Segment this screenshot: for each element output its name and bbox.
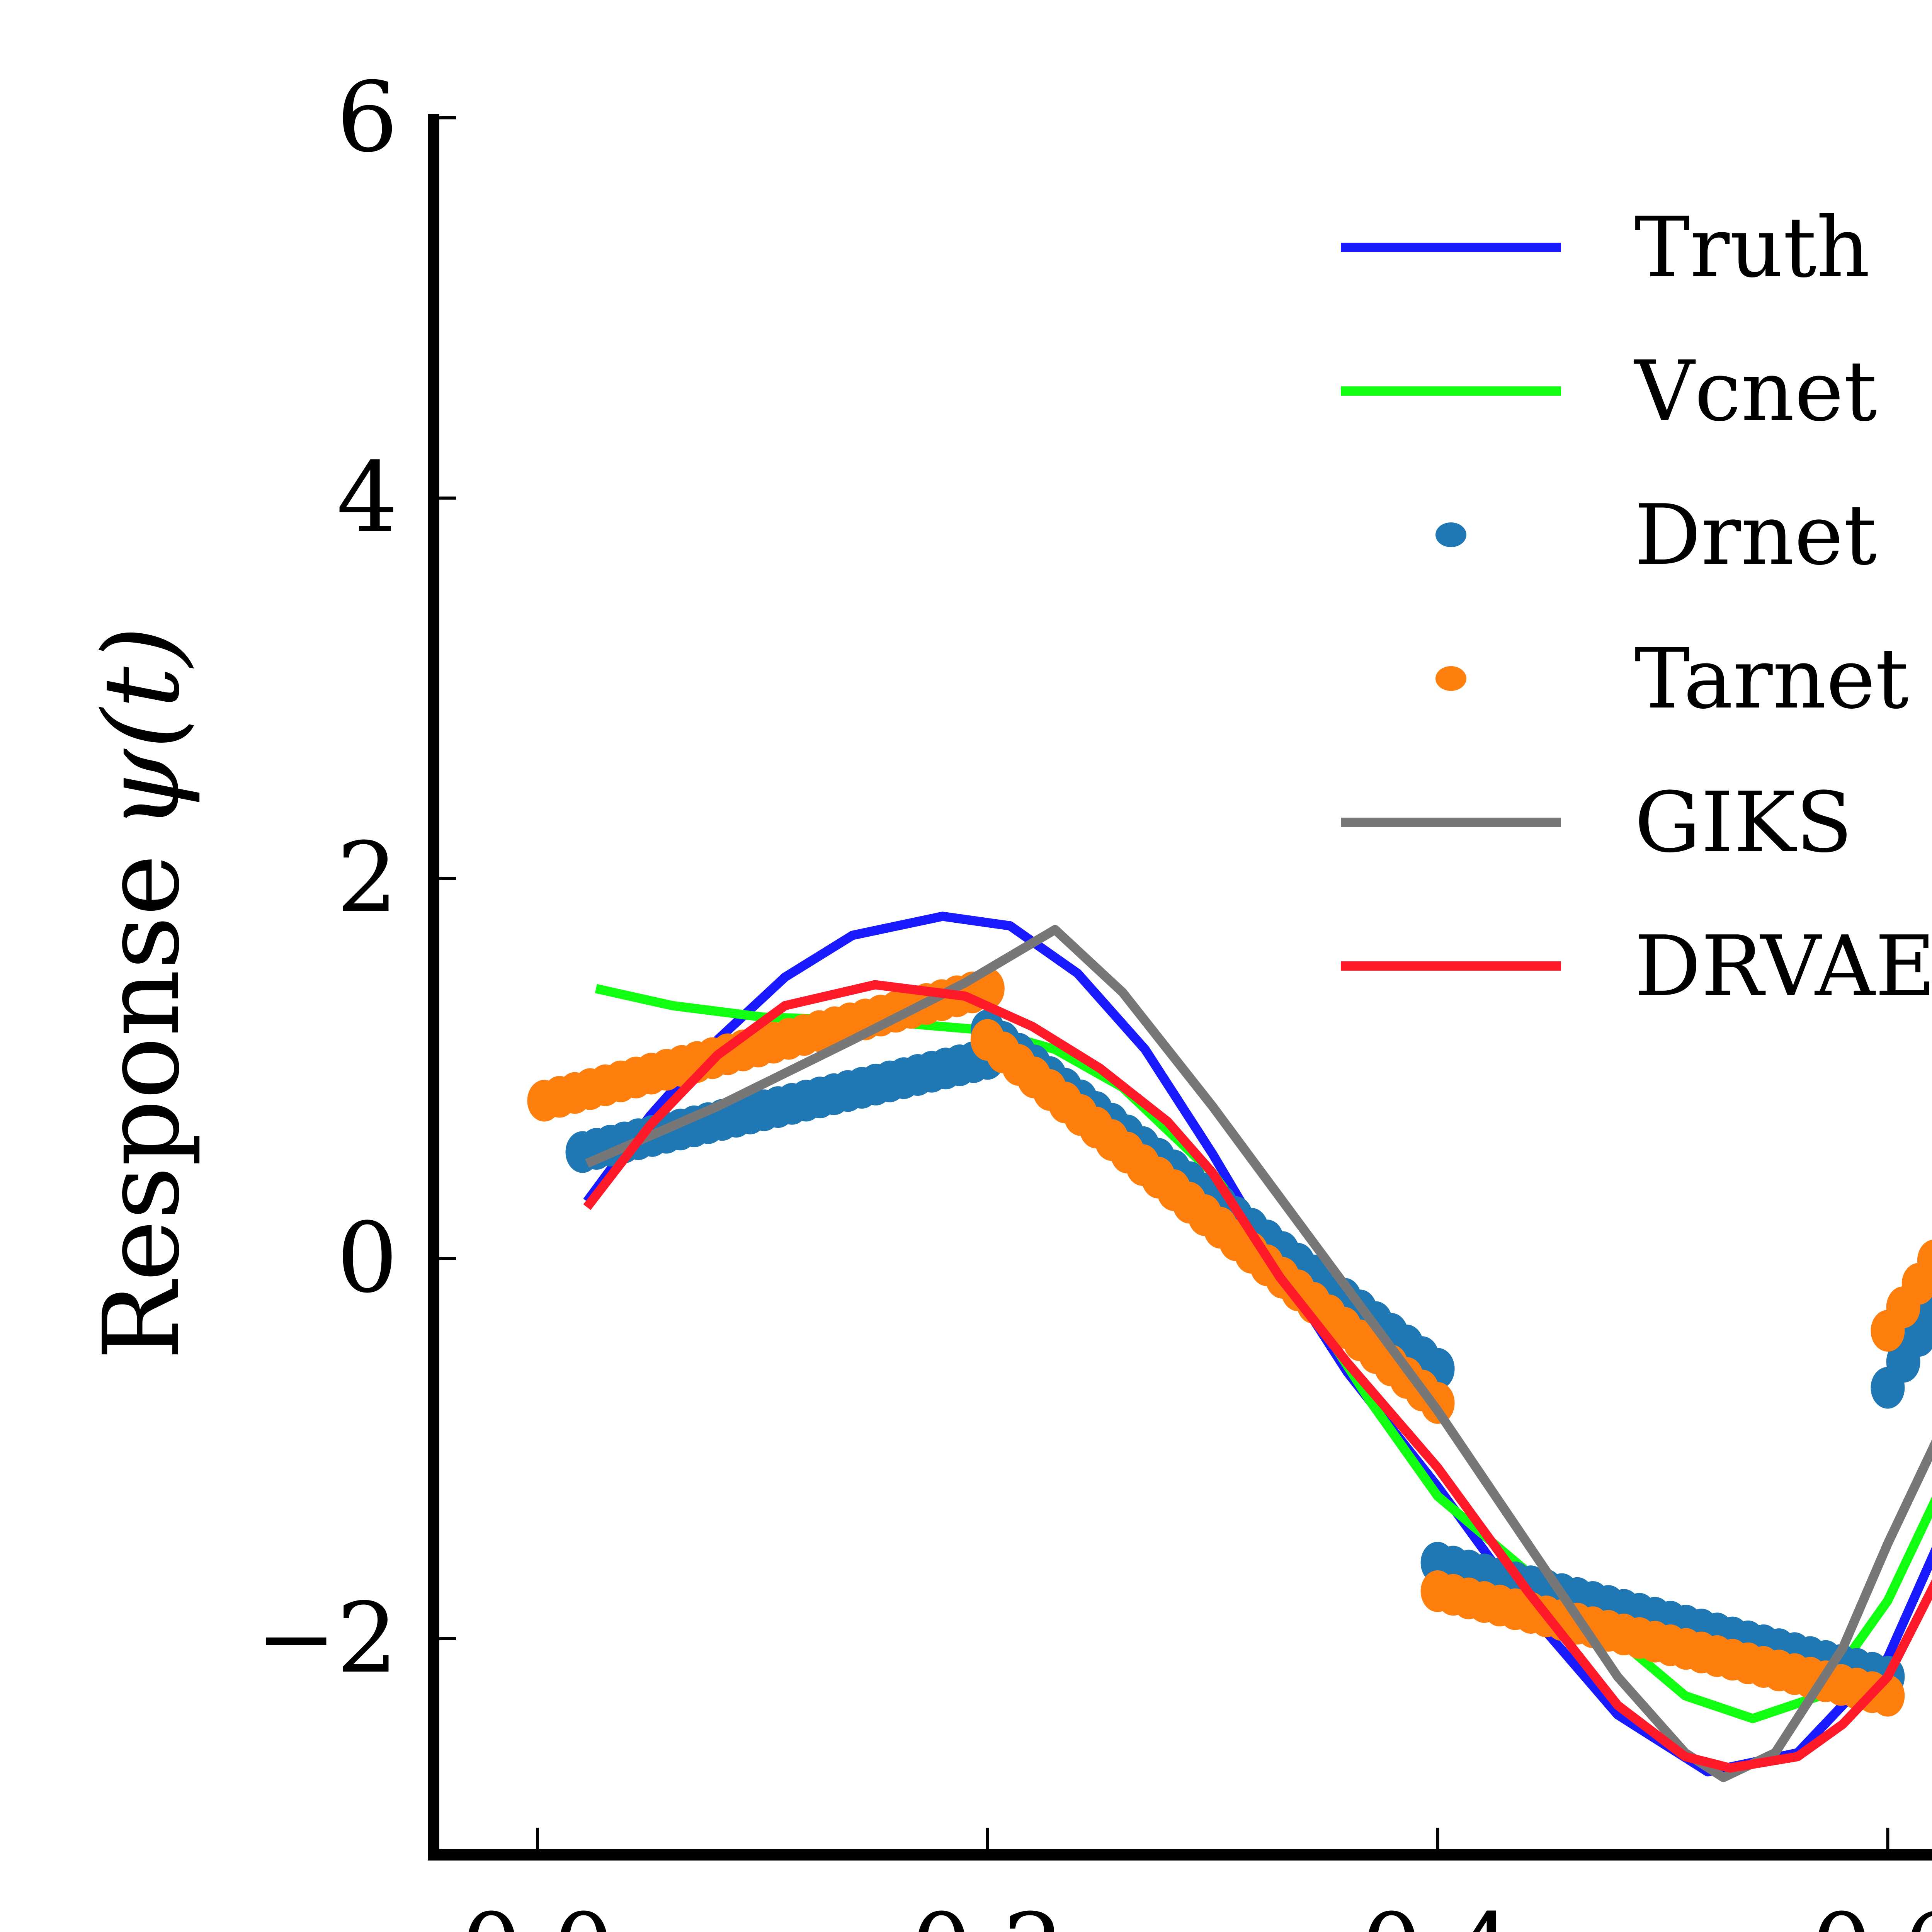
y-tick-label: 4 bbox=[337, 441, 398, 554]
vcnet-line bbox=[595, 984, 1932, 1723]
legend-item-giks: GIKS bbox=[1341, 774, 1853, 871]
legend-label: DRVAE bbox=[1634, 918, 1932, 1015]
y-tick-label: 2 bbox=[337, 821, 398, 934]
legend: Truth Vcnet Drnet Tarnet GIKS DRVAE bbox=[1341, 199, 1932, 1015]
y-ticks: −2 0 2 4 6 bbox=[255, 61, 456, 1694]
legend-item-drnet: Drnet bbox=[1435, 486, 1877, 583]
legend-label: GIKS bbox=[1634, 774, 1853, 871]
y-axis-label: Response ψ(t) bbox=[81, 626, 202, 1360]
x-ticks: 0.00.20.40.60.81.0 bbox=[461, 1828, 1932, 1932]
y-tick-label: 6 bbox=[337, 61, 398, 173]
legend-item-vcnet: Vcnet bbox=[1341, 343, 1877, 440]
legend-swatch-drnet bbox=[1435, 522, 1466, 547]
x-tick-label: 0.2 bbox=[911, 1893, 1065, 1932]
legend-item-drvae: DRVAE bbox=[1341, 918, 1932, 1015]
legend-label: Vcnet bbox=[1633, 343, 1877, 440]
legend-item-tarnet: Tarnet bbox=[1435, 630, 1909, 727]
series-vcnet bbox=[595, 984, 1932, 1723]
giks-line bbox=[585, 925, 1932, 1782]
tarnet-point bbox=[1917, 1240, 1932, 1281]
legend-label: Truth bbox=[1634, 199, 1870, 296]
y-axis-label-var: ψ(t) bbox=[81, 626, 202, 831]
drvae-line bbox=[583, 980, 1932, 1773]
legend-label: Drnet bbox=[1634, 486, 1877, 583]
y-tick-label: 0 bbox=[337, 1202, 398, 1314]
series-drvae bbox=[583, 980, 1932, 1773]
legend-swatch-tarnet bbox=[1435, 666, 1466, 691]
x-tick-label: 0.4 bbox=[1361, 1893, 1515, 1932]
series-layer bbox=[527, 912, 1932, 1782]
x-tick-label: 0.0 bbox=[461, 1893, 614, 1932]
series-tarnet bbox=[527, 968, 1932, 1717]
series-giks bbox=[585, 925, 1932, 1782]
y-tick-label: −2 bbox=[255, 1582, 398, 1694]
x-tick-label: 0.6 bbox=[1811, 1893, 1932, 1932]
legend-label: Tarnet bbox=[1634, 630, 1909, 727]
y-axis-label-text: Response bbox=[81, 854, 202, 1360]
legend-item-truth: Truth bbox=[1341, 199, 1870, 296]
